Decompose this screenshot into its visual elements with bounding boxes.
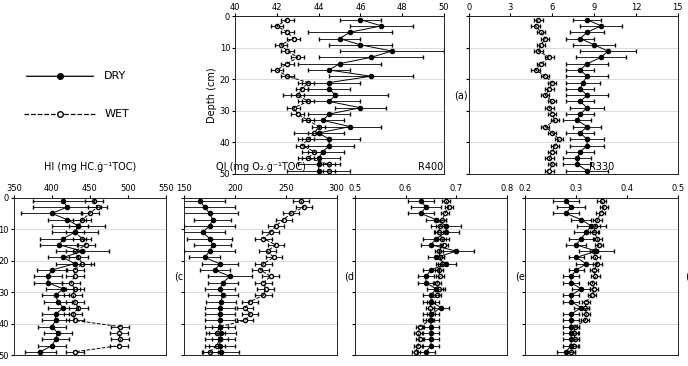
Y-axis label: Depth (cm): Depth (cm) bbox=[207, 67, 217, 123]
Text: WET: WET bbox=[105, 109, 129, 119]
Text: (c): (c) bbox=[173, 271, 186, 281]
Text: (f): (f) bbox=[685, 271, 688, 281]
Title: HI (mg HC.ġ⁻¹TOC): HI (mg HC.ġ⁻¹TOC) bbox=[44, 162, 136, 172]
Text: (d): (d) bbox=[344, 271, 358, 281]
Text: (e): (e) bbox=[515, 271, 528, 281]
Title: R330: R330 bbox=[589, 162, 614, 172]
Title: R400: R400 bbox=[418, 162, 444, 172]
Title: OI (mg O₂.ġ⁻¹TOC): OI (mg O₂.ġ⁻¹TOC) bbox=[215, 162, 305, 172]
Text: (a): (a) bbox=[455, 90, 468, 100]
Text: DRY: DRY bbox=[105, 71, 127, 81]
